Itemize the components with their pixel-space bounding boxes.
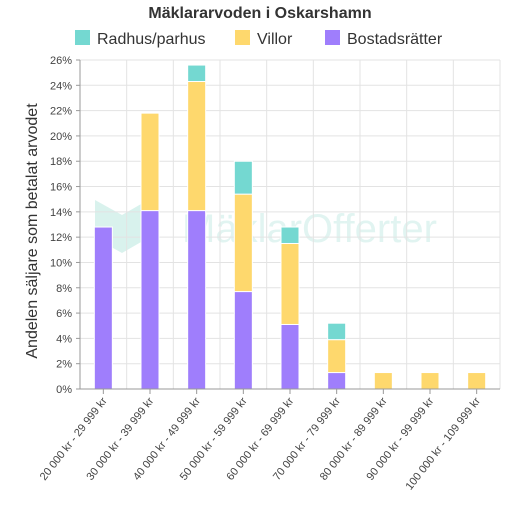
y-tick-label: 8% bbox=[56, 283, 72, 295]
y-tick-label: 2% bbox=[56, 359, 72, 371]
watermark-text: MäklarOfferter bbox=[182, 207, 437, 251]
legend-label: Radhus/parhus bbox=[97, 31, 206, 48]
y-tick-label: 18% bbox=[50, 156, 72, 168]
legend-label: Villor bbox=[257, 31, 293, 48]
bar-segment bbox=[280, 323, 300, 390]
y-tick-label: 14% bbox=[50, 207, 72, 219]
bar-segment bbox=[327, 339, 347, 374]
legend-swatch bbox=[325, 30, 340, 45]
bar-segment bbox=[233, 193, 253, 293]
chart-title: Mäklararvoden i Oskarshamn bbox=[148, 5, 371, 22]
bar-segment bbox=[233, 160, 253, 195]
bar-segment bbox=[327, 372, 347, 390]
bar-segment bbox=[280, 242, 300, 325]
bar-segment bbox=[187, 64, 207, 83]
y-tick-label: 26% bbox=[50, 55, 72, 67]
legend-swatch bbox=[235, 30, 250, 45]
bar-segment bbox=[327, 322, 347, 341]
y-tick-label: 22% bbox=[50, 106, 72, 118]
bar-segment bbox=[187, 210, 207, 390]
y-tick-label: 20% bbox=[50, 131, 72, 143]
y-axis-label: Andelen säljare som betalat arvodet bbox=[24, 103, 41, 359]
y-tick-label: 0% bbox=[56, 384, 72, 396]
legend-label: Bostadsrätter bbox=[347, 31, 443, 48]
bar-segment bbox=[373, 372, 393, 390]
bar-segment bbox=[233, 291, 253, 390]
bar-segment bbox=[140, 112, 160, 212]
y-tick-label: 12% bbox=[50, 232, 72, 244]
y-tick-label: 4% bbox=[56, 333, 72, 345]
bar-segment bbox=[187, 81, 207, 212]
bars bbox=[93, 64, 487, 390]
bar-segment bbox=[93, 226, 113, 390]
bar-segment bbox=[420, 372, 440, 390]
y-tick-label: 24% bbox=[50, 80, 72, 92]
bar-segment bbox=[140, 210, 160, 390]
y-tick-label: 16% bbox=[50, 182, 72, 194]
bar-segment bbox=[280, 226, 300, 244]
y-tick-label: 10% bbox=[50, 257, 72, 269]
bar-segment bbox=[467, 372, 487, 390]
legend: Radhus/parhus Villor Bostadsrätter bbox=[75, 30, 443, 48]
legend-swatch bbox=[75, 30, 90, 45]
y-tick-label: 6% bbox=[56, 308, 72, 320]
